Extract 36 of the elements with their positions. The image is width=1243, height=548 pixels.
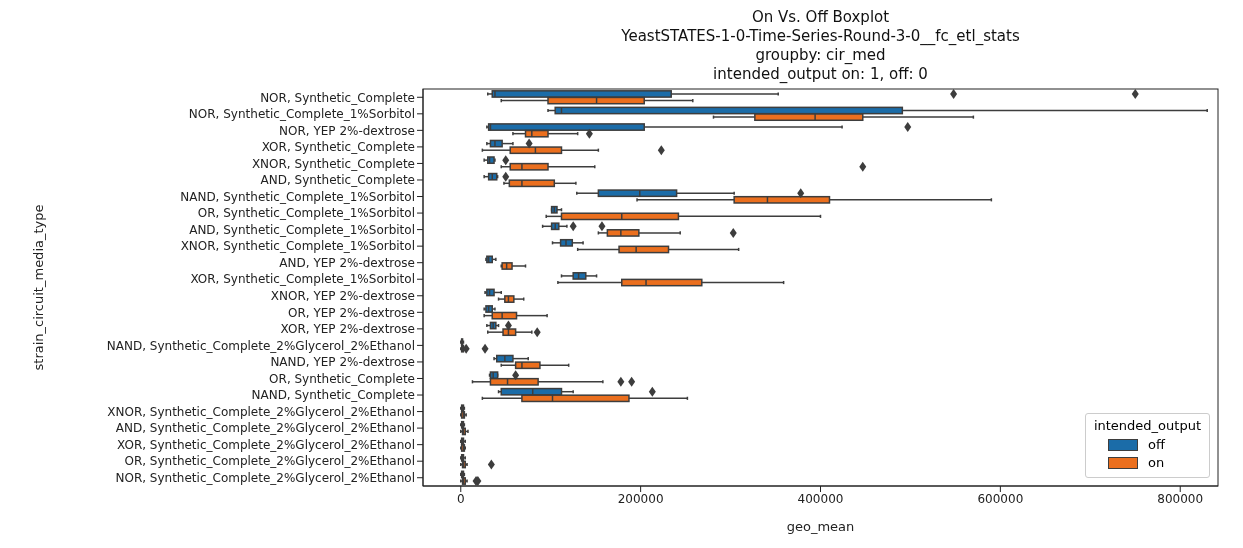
y-tick-label: AND, Synthetic_Complete_2%Glycerol_2%Ethanol: [115, 421, 415, 436]
y-tick-label: NAND, Synthetic_Complete_2%Glycerol_2%Ethanol: [106, 338, 415, 353]
y-tick-label: XOR, Synthetic_Complete_2%Glycerol_2%Ethanol: [116, 437, 415, 452]
y-tick-label: XNOR, Synthetic_Complete: [251, 156, 415, 171]
x-tick-label: 800000: [1157, 491, 1204, 506]
x-tick-label: 400000: [797, 491, 844, 506]
chart-subtitle: YeastSTATES-1-0-Time-Series-Round-3-0__fc_etl_stats groupby: cir_med intended_output on: 1, off: 0: [620, 27, 1021, 84]
y-tick-label: XNOR, Synthetic_Complete_1%Sorbitol: [180, 239, 415, 254]
y-tick-label: OR, Synthetic_Complete_2%Glycerol_2%Ethanol: [124, 454, 415, 469]
y-axis-title: strain_circuit_media_type: [30, 204, 46, 371]
y-tick-label: OR, YEP 2%-dextrose: [288, 305, 415, 320]
y-tick-label: AND, Synthetic_Complete_1%Sorbitol: [189, 222, 415, 237]
y-tick-label: XNOR, YEP 2%-dextrose: [270, 289, 415, 304]
x-tick-label: 200000: [617, 491, 664, 506]
legend-title: intended_output: [1093, 418, 1201, 433]
chart-title: On Vs. Off Boxplot: [750, 8, 891, 27]
y-tick-label: XOR, YEP 2%-dextrose: [280, 322, 415, 337]
y-tick-label: AND, Synthetic_Complete: [260, 173, 415, 188]
y-tick-label: XNOR, Synthetic_Complete_2%Glycerol_2%Ethanol: [107, 404, 415, 419]
y-tick-label: XOR, Synthetic_Complete: [261, 140, 415, 155]
y-tick-label: AND, YEP 2%-dextrose: [279, 255, 415, 270]
legend-label: on: [1147, 455, 1165, 470]
x-tick-label: 0: [456, 491, 465, 506]
y-tick-label: NOR, YEP 2%-dextrose: [279, 123, 415, 138]
y-tick-label: NAND, Synthetic_Complete_1%Sorbitol: [180, 189, 415, 204]
y-tick-label: NAND, YEP 2%-dextrose: [270, 355, 415, 370]
y-tick-label: NOR, Synthetic_Complete_2%Glycerol_2%Ethanol: [115, 470, 415, 485]
legend-label: off: [1147, 437, 1165, 452]
x-tick-label: 600000: [977, 491, 1024, 506]
y-tick-label: NOR, Synthetic_Complete: [260, 90, 415, 105]
y-tick-label: OR, Synthetic_Complete_1%Sorbitol: [197, 206, 415, 221]
y-tick-label: NOR, Synthetic_Complete_1%Sorbitol: [188, 107, 415, 122]
y-tick-label: XOR, Synthetic_Complete_1%Sorbitol: [190, 272, 415, 287]
y-tick-label: OR, Synthetic_Complete: [269, 371, 415, 386]
y-tick-label: NAND, Synthetic_Complete: [251, 388, 415, 403]
x-axis-title: geo_mean: [786, 519, 855, 534]
